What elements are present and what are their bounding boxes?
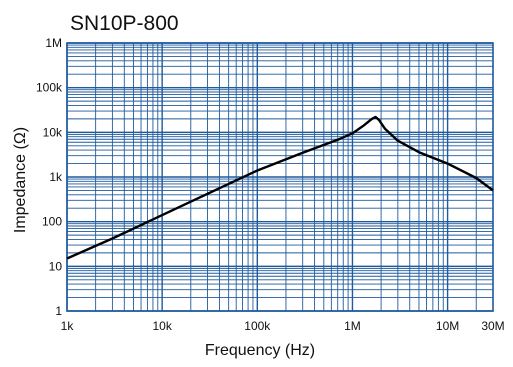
y-tick-labels: 1 10 100 1k 10k 100k 1M: [36, 36, 63, 318]
y-tick-label: 10k: [43, 125, 63, 139]
y-tick-label: 1: [55, 304, 62, 318]
impedance-curve: [66, 115, 494, 260]
chart-title: SN10P-800: [70, 12, 179, 35]
x-tick-label: 30M: [481, 319, 504, 333]
x-tick-label: 10k: [152, 319, 172, 333]
y-tick-label: 10: [49, 259, 63, 273]
y-tick-label: 1k: [49, 170, 63, 184]
x-tick-label: 100k: [244, 319, 271, 333]
x-tick-label: 1M: [344, 319, 361, 333]
grid-lines: [66, 42, 494, 312]
x-tick-label: 1k: [61, 319, 75, 333]
x-axis-label: Frequency (Hz): [205, 342, 315, 359]
y-tick-label: 1M: [45, 36, 62, 50]
x-tick-label: 10M: [436, 319, 459, 333]
y-axis-label: Impedance (Ω): [12, 127, 29, 233]
y-tick-label: 100k: [36, 81, 63, 95]
y-tick-label: 100: [42, 215, 62, 229]
x-tick-labels: 1k 10k 100k 1M 10M 30M: [61, 319, 505, 333]
